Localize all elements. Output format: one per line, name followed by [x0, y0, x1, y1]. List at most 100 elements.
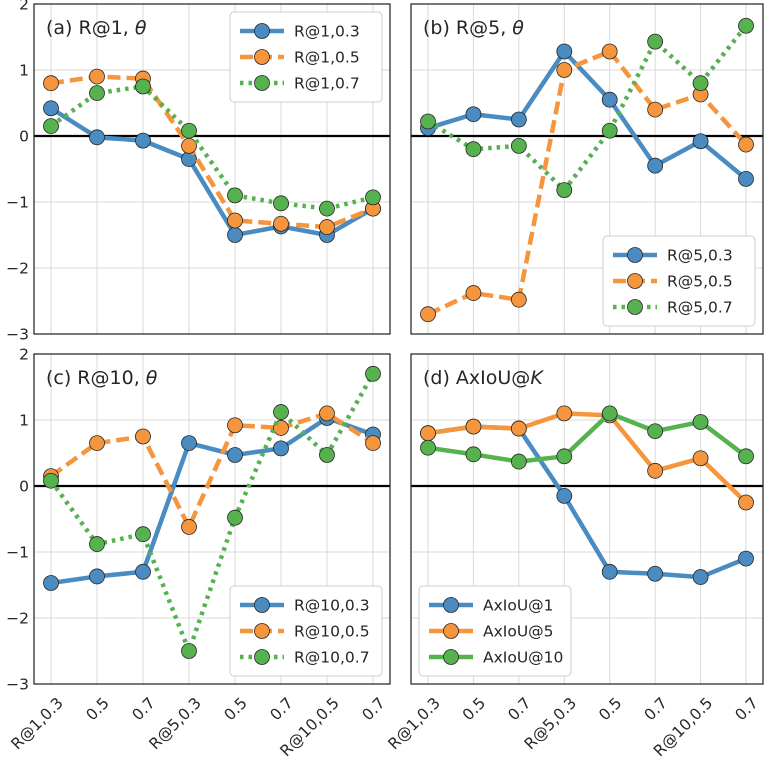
x-tick-label: R@1,0.3	[385, 694, 444, 753]
legend-swatch-marker	[627, 247, 643, 263]
panel-title: (c) R@10, θ	[46, 367, 158, 389]
data-point	[601, 122, 618, 139]
y-tick-label: 0	[19, 128, 29, 146]
legend-label: R@1,0.3	[294, 23, 360, 41]
data-point	[692, 414, 709, 430]
series-3	[420, 17, 754, 199]
panel-title: (b) R@5, θ	[423, 17, 524, 39]
data-point	[601, 563, 618, 580]
data-point	[43, 100, 59, 117]
y-tick-label: 2	[19, 0, 29, 14]
data-point	[601, 43, 618, 60]
data-point	[692, 450, 709, 467]
legend-swatch-marker	[627, 273, 643, 289]
data-point	[647, 157, 664, 174]
data-point	[692, 133, 709, 150]
data-point	[135, 78, 151, 95]
chart-panel-2: (b) R@5, θ R@5,0.3 R@5,0.5 R@5,0.7	[410, 3, 764, 335]
series-3	[43, 365, 381, 659]
x-tick-label: 0.7	[504, 694, 534, 724]
data-point	[738, 17, 754, 34]
legend-swatch-marker	[254, 49, 270, 65]
data-point	[43, 472, 59, 489]
data-point	[738, 136, 754, 153]
data-point	[227, 417, 243, 434]
x-tick-label: 0.5	[595, 694, 625, 724]
legend-swatch-marker	[254, 75, 270, 91]
data-point	[738, 550, 754, 567]
data-point	[510, 453, 527, 470]
data-point	[556, 182, 573, 199]
series-1	[420, 418, 754, 585]
data-point	[43, 575, 59, 591]
data-point	[647, 33, 664, 50]
data-point	[420, 113, 436, 130]
x-tick-label: 0.5	[83, 694, 113, 724]
legend-swatch-marker	[443, 649, 459, 665]
series-2	[420, 43, 754, 323]
legend-label: R@5,0.5	[667, 273, 733, 291]
data-point	[510, 420, 527, 437]
data-point	[692, 75, 709, 92]
data-point	[181, 519, 197, 535]
data-point	[420, 306, 436, 323]
data-point	[273, 404, 289, 420]
data-point	[465, 418, 482, 435]
x-tick-label: 0.7	[641, 694, 671, 724]
plot-frame	[33, 3, 391, 335]
series-line	[49, 84, 374, 211]
data-point	[135, 526, 151, 543]
y-tick-label: −2	[6, 610, 29, 628]
data-point	[135, 428, 151, 445]
y-tick-label: −3	[6, 326, 29, 344]
data-point	[556, 62, 573, 78]
data-point	[273, 195, 289, 212]
x-tick-label: 0.5	[459, 694, 489, 724]
chart-panel-4: R@1,0.3 0.5 0.7R@5,0.3 0.5 0.7R@10,0.5 0.7(d)…	[385, 353, 764, 758]
data-point	[227, 212, 243, 229]
data-point	[43, 118, 59, 134]
data-point	[647, 101, 664, 118]
data-point	[465, 106, 482, 123]
data-point	[319, 447, 335, 463]
data-point	[319, 200, 335, 217]
x-tick-label: 0.7	[267, 694, 297, 724]
series-1	[420, 43, 754, 187]
data-point	[135, 563, 151, 580]
y-tick-label: 1	[19, 412, 29, 430]
data-point	[601, 405, 618, 422]
data-point	[43, 75, 59, 92]
data-point	[273, 215, 289, 232]
panel-title: (d) AxIoU@K	[423, 367, 544, 389]
series-line	[49, 411, 375, 530]
data-point	[692, 569, 709, 585]
plot-frame	[410, 353, 764, 685]
data-point	[89, 129, 105, 146]
data-point	[647, 423, 664, 440]
legend-label: R@1,0.7	[294, 75, 360, 93]
x-tick-label: R@1,0.3	[8, 694, 67, 753]
data-point	[601, 91, 618, 108]
data-point	[510, 137, 527, 154]
x-tick-label: 0.7	[359, 694, 389, 724]
data-point	[647, 462, 664, 479]
data-point	[510, 111, 527, 128]
data-point	[647, 565, 664, 582]
data-point	[89, 568, 105, 585]
y-tick-label: −1	[6, 544, 29, 562]
data-point	[556, 487, 573, 504]
data-point	[465, 285, 482, 301]
data-point	[365, 365, 381, 382]
data-point	[738, 494, 754, 511]
legend-label: AxIoU@10	[483, 649, 563, 667]
legend: R@10,0.3 R@10,0.5 R@10,0.7	[229, 585, 383, 677]
y-tick-label: 0	[19, 478, 29, 496]
legend-swatch-marker	[627, 299, 643, 315]
y-tick-label: −3	[6, 676, 29, 694]
plot-frame	[33, 353, 391, 685]
legend-label: R@10,0.7	[294, 649, 370, 667]
data-point	[89, 435, 105, 452]
legend-label: R@1,0.5	[294, 49, 360, 67]
legend-swatch-marker	[254, 597, 270, 613]
